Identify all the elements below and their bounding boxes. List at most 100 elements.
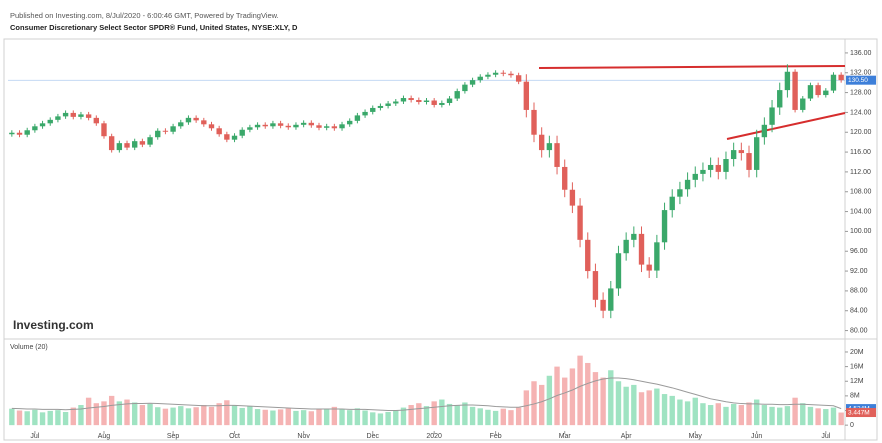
logo: Investing.com: [13, 318, 94, 332]
volume-bar: [47, 410, 53, 426]
volume-bar: [32, 409, 38, 426]
candle-body: [446, 98, 453, 103]
candle-body: [55, 116, 61, 120]
y-tick-label: 116.00: [850, 149, 871, 156]
candle-body: [777, 90, 783, 108]
volume-bar: [531, 381, 537, 426]
volume-bar: [101, 401, 107, 426]
volume-bar: [185, 408, 192, 426]
candle-body: [807, 85, 814, 99]
volume-bar: [93, 403, 99, 426]
volume-bar: [631, 384, 637, 426]
candle-body: [469, 80, 476, 85]
volume-bar: [585, 362, 591, 426]
volume-bar: [738, 405, 745, 426]
candle-body: [692, 173, 698, 180]
candle-body: [9, 132, 15, 135]
candle-body: [815, 85, 821, 96]
candle-body: [323, 126, 330, 128]
candle-body: [569, 189, 576, 206]
candle-body: [124, 143, 130, 148]
y-tick-label: 124.00: [850, 109, 872, 116]
candle-body: [608, 288, 614, 311]
volume-bar: [469, 406, 476, 426]
volume-bar: [692, 397, 698, 426]
candle-body: [408, 98, 414, 101]
volume-bar: [677, 399, 683, 426]
volume-bar: [393, 410, 399, 426]
volume-bar: [661, 394, 668, 426]
candle-body: [615, 253, 622, 289]
volume-ma-line: [11, 377, 842, 412]
candle-body: [331, 126, 338, 129]
candle-body: [500, 72, 506, 74]
volume-bar: [562, 377, 568, 426]
x-tick-label: Oct: [229, 433, 240, 440]
candle-body: [393, 101, 399, 104]
candle-body: [262, 124, 268, 127]
y-tick-label: 100.00: [850, 228, 872, 235]
volume-bar: [300, 410, 307, 426]
candle-body: [700, 169, 706, 174]
candle-body: [715, 164, 721, 172]
candle-body: [85, 114, 92, 118]
candle-body: [792, 71, 798, 110]
candle-body: [32, 126, 38, 131]
volume-bar: [377, 413, 384, 426]
candle-body: [316, 125, 322, 128]
candle-body: [661, 210, 668, 243]
x-tick-label: 2020: [426, 433, 442, 440]
candle-body: [70, 112, 76, 117]
volume-bar: [39, 412, 46, 426]
last-price-label: 130.50: [848, 77, 868, 84]
candle-body: [754, 137, 760, 170]
candle-body: [239, 129, 245, 136]
candle-body: [631, 233, 637, 240]
candle-body: [16, 132, 23, 135]
volume-bar: [707, 405, 714, 426]
candle-body: [623, 239, 629, 254]
volume-bar: [830, 407, 837, 426]
volume-bar: [16, 410, 23, 426]
volume-bar: [254, 409, 261, 426]
candle-body: [155, 130, 161, 138]
volume-bar: [147, 403, 153, 426]
y-tick-label: 128.00: [850, 89, 872, 96]
volume-bar: [85, 397, 92, 426]
candle-body: [431, 100, 437, 105]
volume-bar: [285, 408, 291, 426]
volume-last-label: 3.447M: [848, 409, 870, 416]
volume-bar: [807, 406, 814, 426]
volume-bar: [408, 405, 414, 426]
volume-bar: [132, 402, 138, 426]
candle-body: [638, 233, 645, 265]
volume-bar: [523, 390, 530, 426]
candle-body: [347, 120, 353, 125]
candle-body: [93, 117, 99, 124]
volume-bar: [208, 406, 215, 426]
volume-bar: [823, 409, 829, 426]
candle-body: [285, 125, 291, 128]
candle-body: [592, 271, 599, 300]
trend-line: [726, 112, 846, 140]
y-tick-label: 92.00: [850, 268, 868, 275]
volume-bar: [370, 412, 376, 426]
volume-bar: [385, 411, 391, 426]
y-tick-label: 20M: [850, 349, 864, 356]
volume-bar: [78, 405, 84, 426]
x-tick-label: Dec: [367, 433, 380, 440]
candle-body: [477, 76, 483, 81]
candle-body: [646, 264, 652, 271]
volume-bar: [308, 411, 315, 426]
volume-bar: [815, 408, 821, 426]
candle-body: [377, 105, 384, 108]
volume-bar: [293, 410, 299, 426]
volume-bar: [9, 408, 15, 426]
candle-body: [654, 242, 660, 271]
candle-body: [162, 130, 169, 132]
candle-body: [231, 135, 238, 140]
volume-bar: [454, 405, 460, 426]
volume-bar: [646, 390, 652, 426]
volume-bar: [362, 410, 368, 426]
candle-body: [423, 100, 430, 102]
